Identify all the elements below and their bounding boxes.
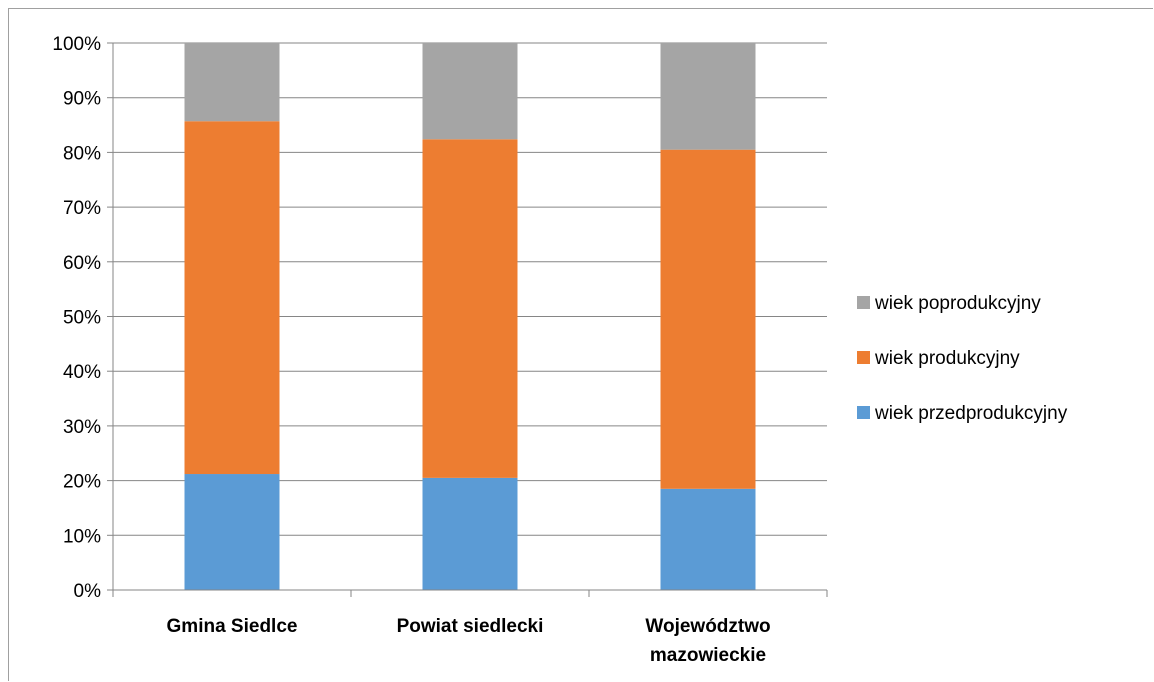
y-tick-label: 100% [52, 34, 101, 55]
bar-segment [422, 477, 518, 590]
y-tick-label: 50% [63, 308, 101, 329]
y-tick-label: 20% [63, 472, 101, 493]
y-tick-label: 70% [63, 198, 101, 219]
legend-label: wiek produkcyjny [874, 348, 1020, 369]
bar-segment [184, 121, 280, 475]
bar-segment [184, 474, 280, 590]
x-category-label: Gmina Siedlce [167, 616, 298, 637]
y-tick-label: 0% [74, 581, 102, 602]
y-tick-label: 90% [63, 89, 101, 110]
legend-swatch [857, 296, 870, 309]
bar-segment [422, 43, 518, 140]
bar-segment [184, 43, 280, 122]
axes: 0% 10% 20% 30% 40% 50% 60% 70% 80% 90% 100% Gmina S… [52, 34, 828, 666]
legend-swatch [857, 406, 870, 419]
legend: wiek poprodukcyjny wiek produkcyjny wiek p… [857, 293, 1068, 424]
legend-swatch [857, 351, 870, 364]
legend-label: wiek poprodukcyjny [874, 293, 1041, 314]
x-category-label: Województwo mazowieckie [645, 616, 770, 666]
y-tick-label: 10% [63, 526, 101, 547]
y-tick-label: 60% [63, 253, 101, 274]
bar-segment [660, 488, 756, 590]
bar-segment [660, 149, 756, 489]
y-tick-label: 80% [63, 143, 101, 164]
x-category-label: Powiat siedlecki [397, 616, 544, 637]
bar-segment [660, 43, 756, 150]
bars [184, 43, 756, 590]
y-tick-label: 30% [63, 417, 101, 438]
bar-segment [422, 139, 518, 478]
y-tick-label: 40% [63, 362, 101, 383]
legend-label: wiek przedprodukcyjny [874, 403, 1068, 424]
